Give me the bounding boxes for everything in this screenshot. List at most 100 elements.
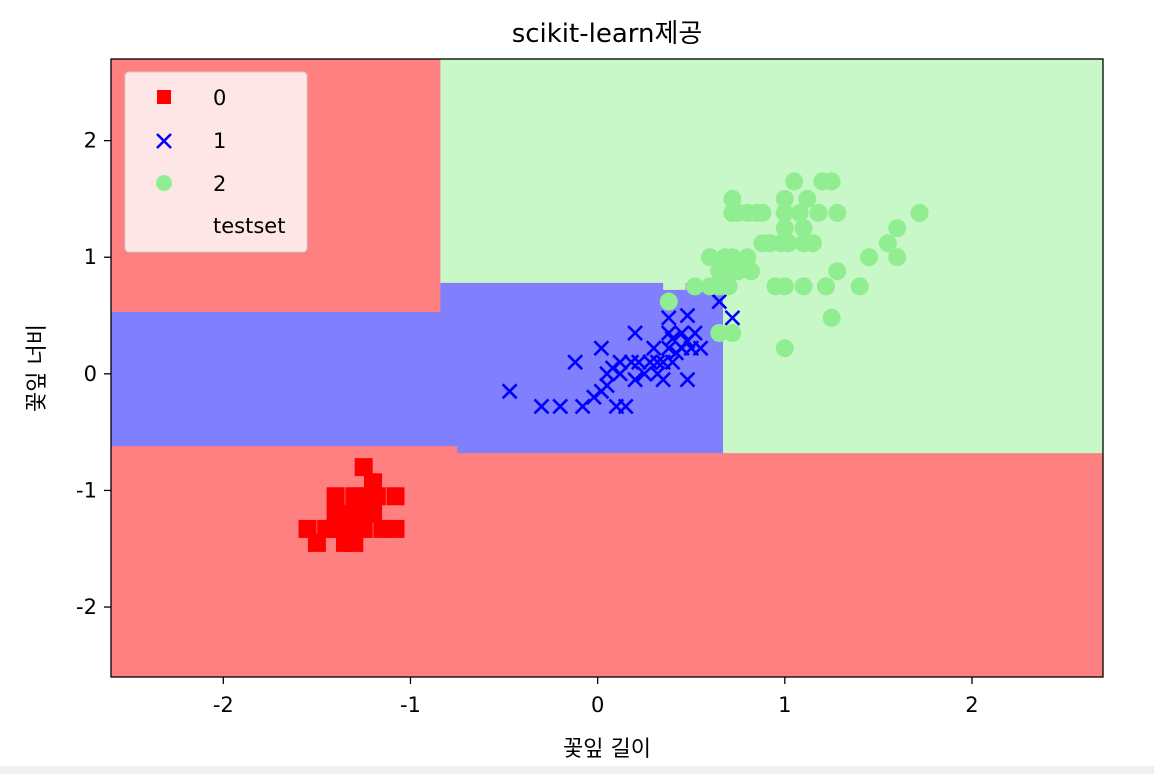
series-2-point-25 — [775, 339, 794, 358]
series-1-point-40 — [711, 293, 728, 310]
series-0-point-20 — [386, 487, 405, 506]
x-tick-label: -1 — [400, 693, 421, 717]
series-2-point-37 — [803, 234, 822, 253]
plot-area — [110, 58, 1104, 678]
series-1-point-16 — [627, 325, 643, 341]
x-axis: -2 -1 0 1 2 — [213, 677, 979, 717]
series-2-point-16 — [723, 189, 742, 208]
window-bottom-strip — [0, 766, 1154, 774]
series-1-point-2 — [552, 398, 569, 415]
series-0-point-21 — [386, 519, 405, 538]
series-1-point-12 — [612, 354, 629, 371]
series-0-point-13 — [354, 458, 373, 477]
series-0-point-11 — [345, 533, 364, 552]
series-0-point-15 — [354, 519, 373, 538]
series-2-point-20 — [753, 203, 772, 222]
legend-marker-2 — [156, 175, 172, 191]
legend-marker-0 — [157, 90, 171, 104]
series-2-point-4 — [710, 324, 729, 343]
plot-frame — [110, 58, 1104, 678]
y-tick-label: 0 — [84, 362, 97, 386]
legend-marker-1 — [156, 133, 172, 149]
series-2-point-13 — [738, 248, 757, 267]
series-1-point-39 — [692, 340, 709, 357]
series-2-point-9 — [719, 277, 738, 296]
series-1-point-14 — [617, 398, 634, 415]
legend-label-0: 0 — [213, 86, 226, 110]
series-1-point-17 — [627, 371, 643, 388]
series-2-point-29 — [775, 189, 794, 208]
series-2-point-40 — [816, 277, 835, 296]
series-2-point-42 — [822, 172, 841, 191]
series-1-point-28 — [660, 309, 677, 326]
series-1-point-0 — [501, 383, 518, 400]
y-tick-label: -2 — [76, 595, 97, 619]
series-1-point-19 — [636, 365, 653, 382]
series-2-point-31 — [785, 172, 804, 191]
x-tick-label: 1 — [778, 693, 791, 717]
series-2-points — [659, 172, 929, 358]
series-1-point-4 — [574, 398, 591, 415]
series-1-point-38 — [687, 325, 703, 341]
decision-region-class-2 — [440, 59, 1103, 454]
series-2-point-0 — [659, 292, 678, 311]
decision-region-class-1 — [111, 282, 723, 454]
series-2-point-38 — [809, 203, 828, 222]
series-0-point-12 — [349, 504, 368, 523]
series-1-point-18 — [630, 354, 647, 371]
series-2-point-12 — [729, 262, 748, 281]
legend-label-1: 1 — [213, 129, 226, 153]
series-2-point-26 — [775, 277, 794, 296]
series-2-point-14 — [742, 262, 761, 281]
series-0-point-18 — [367, 487, 386, 506]
series-2-point-41 — [822, 308, 841, 327]
series-1-point-30 — [664, 354, 681, 371]
series-0-point-3 — [326, 487, 345, 506]
legend: 0 1 2 testset — [124, 71, 308, 253]
series-1-point-34 — [679, 307, 696, 324]
series-1-point-23 — [649, 354, 666, 371]
x-axis-label: 꽃잎 길이 — [563, 737, 651, 762]
series-0-points — [298, 458, 405, 552]
series-1-point-36 — [679, 371, 696, 388]
chart-title: scikit-learn제공 — [512, 19, 703, 49]
series-1-point-26 — [660, 340, 677, 357]
series-1-point-15 — [623, 354, 640, 371]
series-1-point-6 — [593, 340, 610, 357]
series-2-point-1 — [685, 277, 704, 296]
x-tick-label: 0 — [591, 693, 604, 717]
legend-label-testset: testset — [213, 214, 285, 238]
y-axis-label: 꽃잎 너비 — [25, 324, 50, 412]
series-2-point-44 — [828, 262, 847, 281]
series-2-point-35 — [794, 277, 813, 296]
series-0-point-17 — [364, 473, 383, 492]
series-1-point-21 — [645, 340, 662, 357]
series-2-point-50 — [910, 203, 929, 222]
series-2-point-30 — [779, 234, 798, 253]
series-2-point-43 — [828, 203, 847, 222]
series-1-point-1 — [533, 398, 550, 415]
series-2-point-11 — [723, 248, 742, 267]
series-2-point-36 — [798, 189, 817, 208]
series-1-point-41 — [724, 309, 741, 326]
series-0-point-16 — [364, 504, 383, 523]
series-2-point-33 — [794, 219, 813, 238]
y-tick-label: 2 — [84, 129, 97, 153]
series-1-point-9 — [599, 377, 615, 394]
series-2-point-10 — [723, 324, 742, 343]
series-2-point-32 — [790, 203, 809, 222]
series-2-point-46 — [860, 248, 879, 267]
series-1-point-3 — [567, 354, 584, 371]
series-2-point-27 — [775, 219, 794, 238]
y-tick-label: 1 — [84, 245, 97, 269]
y-tick-label: -1 — [76, 478, 97, 502]
series-2-point-28 — [775, 203, 794, 222]
series-1-point-24 — [655, 371, 672, 388]
x-tick-label: -2 — [213, 693, 234, 717]
series-2-point-49 — [888, 248, 907, 267]
series-1-point-20 — [642, 354, 658, 371]
series-2-point-47 — [878, 234, 897, 253]
series-2-point-48 — [888, 219, 907, 238]
series-0-point-0 — [298, 519, 317, 538]
